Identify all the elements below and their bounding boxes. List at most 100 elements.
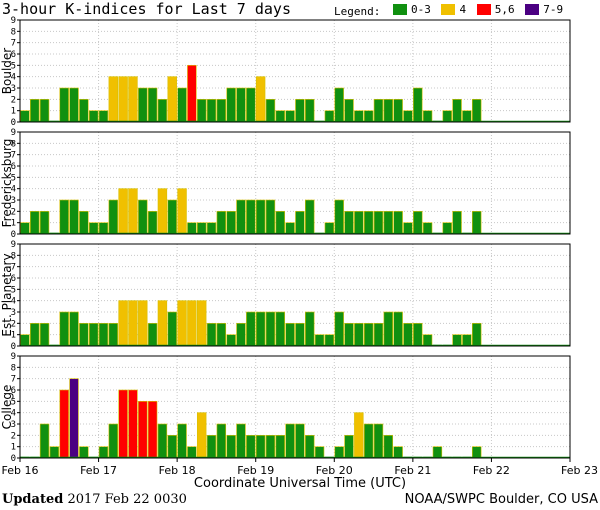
k-bar [285, 323, 295, 347]
k-bar [108, 323, 119, 347]
k-bar [324, 222, 335, 235]
k-bar [216, 99, 227, 123]
k-bar [30, 323, 40, 347]
k-bar [285, 110, 295, 123]
k-bar [422, 334, 433, 347]
k-bar [98, 110, 109, 123]
k-bar [363, 423, 374, 459]
k-bar [363, 323, 374, 347]
y-tick-label: 0 [11, 118, 16, 128]
panel-label: Boulder [0, 48, 14, 95]
k-bar [305, 311, 315, 347]
k-bar [324, 110, 335, 123]
y-tick-label: 8 [11, 251, 16, 261]
k-bar [157, 300, 168, 347]
k-bar [128, 389, 138, 459]
k-bar [69, 87, 79, 123]
y-tick-label: 2 [11, 319, 16, 329]
k-bar [49, 446, 60, 459]
updated-value: 2017 Feb 22 0030 [63, 492, 187, 507]
k-bar [59, 311, 69, 347]
k-bar [20, 334, 30, 347]
k-bar [39, 99, 50, 123]
k-bar [236, 423, 246, 459]
k-bar [216, 423, 227, 459]
panel-frame [19, 243, 571, 347]
k-bar [187, 300, 197, 347]
y-tick-label: 4 [11, 409, 16, 419]
x-tick-label: Feb 21 [394, 464, 431, 476]
k-bar [187, 222, 197, 235]
k-bar [157, 99, 168, 123]
y-tick-label: 6 [11, 386, 16, 396]
k-bar [59, 199, 69, 235]
k-bar [413, 323, 423, 347]
k-bar [138, 199, 148, 235]
k-bar [39, 423, 50, 459]
k-bar [471, 323, 482, 347]
y-tick-label: 7 [11, 263, 16, 273]
k-bar [88, 110, 99, 123]
k-bar [147, 401, 158, 459]
y-tick-label: 3 [11, 196, 16, 206]
k-bar [79, 323, 89, 347]
y-tick-label: 4 [11, 73, 16, 83]
k-bar [118, 389, 128, 459]
k-bar [98, 323, 109, 347]
k-bar [226, 87, 236, 123]
k-bar [452, 211, 462, 235]
k-bar [177, 87, 187, 123]
legend-item-label: 0-3 [410, 3, 431, 16]
k-bar [246, 435, 256, 459]
k-bar [196, 99, 207, 123]
x-tick-label: Feb 23 [561, 464, 598, 476]
k-bar [265, 99, 276, 123]
k-bar [236, 199, 246, 235]
k-bar [187, 446, 197, 459]
k-bar [88, 323, 99, 347]
legend-item-0-3: 0-3 [392, 3, 431, 16]
k-bar [108, 423, 119, 459]
k-bar [236, 323, 246, 347]
k-bar [363, 211, 374, 235]
k-bar [344, 211, 354, 235]
k-bar [196, 222, 207, 235]
k-bar [246, 87, 256, 123]
k-bar [98, 222, 109, 235]
k-bar [147, 87, 158, 123]
k-bar [216, 211, 227, 235]
k-bar [285, 222, 295, 235]
updated-timestamp: Updated 2017 Feb 22 0030 [2, 492, 187, 507]
k-bar [275, 435, 285, 459]
k-bar [344, 99, 354, 123]
k-bar [69, 378, 79, 459]
k-bar [206, 222, 217, 235]
k-bar [403, 110, 413, 123]
k-bar [206, 435, 217, 459]
k-bar [255, 311, 266, 347]
k-bar [373, 323, 384, 347]
k-bar [373, 99, 384, 123]
k-bar [393, 99, 403, 123]
k-bar [167, 76, 177, 123]
k-bar [177, 188, 187, 235]
k-bar [147, 323, 158, 347]
k-bar [206, 323, 217, 347]
panel-label: College [0, 385, 14, 430]
k-bar [471, 446, 482, 459]
y-tick-label: 1 [11, 219, 16, 229]
y-tick-label: 0 [11, 230, 16, 240]
k-bar [226, 334, 236, 347]
k-bar [422, 222, 433, 235]
k-bar [334, 87, 344, 123]
k-bar [462, 334, 472, 347]
k-bar [295, 99, 305, 123]
k-bar [59, 389, 69, 459]
k-bar [226, 435, 236, 459]
k-bar [442, 110, 452, 123]
y-tick-label: 9 [11, 128, 16, 138]
legend-swatch-purple [525, 4, 540, 15]
y-tick-label: 5 [11, 61, 16, 71]
k-bar [196, 300, 207, 347]
